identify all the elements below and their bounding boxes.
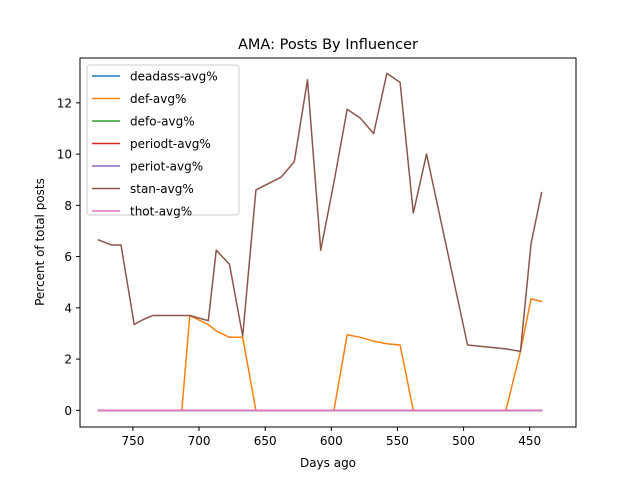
y-tick-label: 8 [64,199,72,213]
x-axis-label: Days ago [300,456,356,470]
x-tick-label: 750 [121,434,144,448]
legend-label: thot-avg% [130,205,192,219]
x-tick-label: 500 [452,434,475,448]
y-tick-label: 12 [57,96,72,110]
legend-label: defo-avg% [130,115,195,129]
legend-label: periot-avg% [130,160,203,174]
y-tick-label: 6 [64,250,72,264]
series-line-stan-avg [97,72,543,353]
plot-frame [79,57,577,428]
legend-label: deadass-avg% [130,70,218,84]
legend-label: def-avg% [130,92,186,106]
legend-label: stan-avg% [130,182,194,196]
y-tick-label: 0 [64,404,72,418]
y-axis-label: Percent of total posts [33,178,47,306]
x-tick-label: 450 [518,434,541,448]
x-tick-label: 650 [254,434,277,448]
chart-title: AMA: Posts By Influencer [238,37,418,53]
legend-box [86,64,240,216]
x-tick-label: 600 [320,434,343,448]
legend-label: periodt-avg% [130,137,211,151]
y-tick-label: 4 [64,301,72,315]
x-tick-label: 550 [386,434,409,448]
y-tick-label: 10 [57,148,72,162]
x-tick-label: 700 [188,434,211,448]
y-tick-label: 2 [64,353,72,367]
